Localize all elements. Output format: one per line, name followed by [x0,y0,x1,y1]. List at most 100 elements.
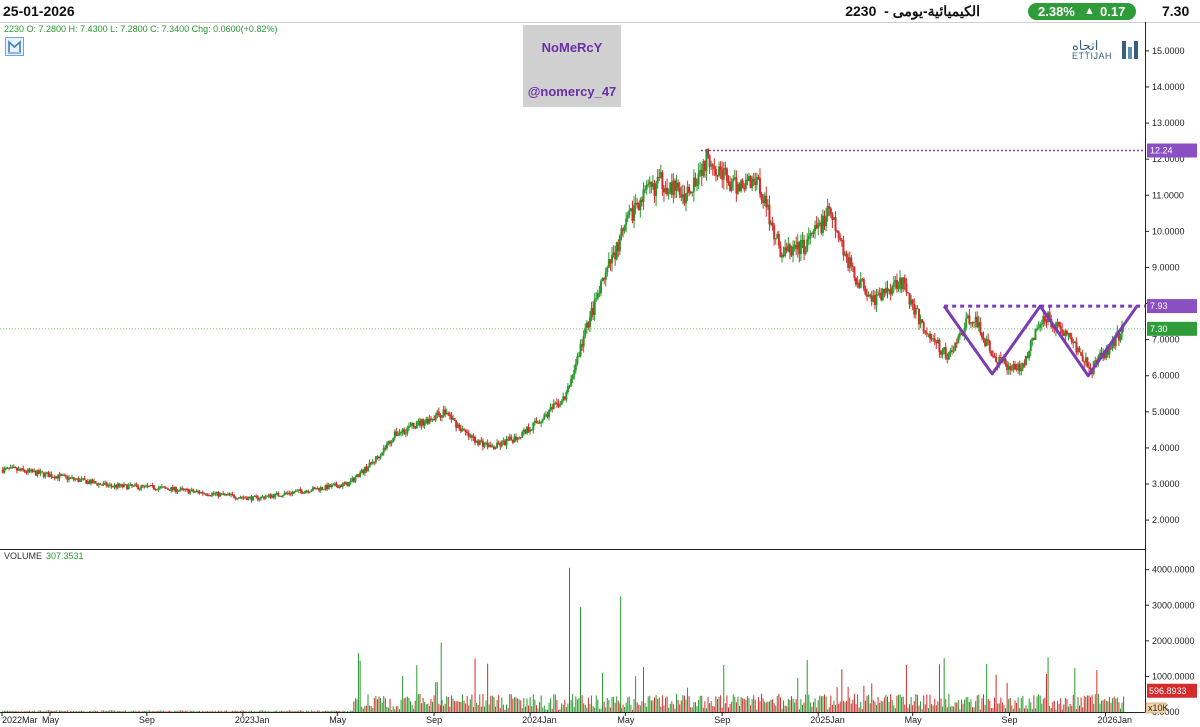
candle-body [585,322,588,328]
candle-body [700,170,703,176]
candle-body [420,419,423,426]
candle-body [140,485,143,489]
candle-body [82,478,85,480]
candle-body [42,472,45,477]
candle-body [429,418,432,421]
candle-body [192,489,195,492]
candle-body [403,429,406,434]
candle-body [1037,327,1040,329]
candle-body [552,403,555,409]
candle-body [601,278,604,282]
candle-body [167,488,170,490]
candle-body [1086,357,1089,367]
candle-body [296,490,299,492]
candle-body [130,484,133,487]
candle-body [803,239,806,254]
last-price-badge [1147,321,1197,336]
candle-body [821,215,824,233]
candle-body [220,493,223,495]
candle-body [900,277,903,290]
candle-body [1040,323,1043,325]
candle-body [233,494,236,498]
candle-body [1083,361,1086,363]
candle-body [867,294,870,297]
candle-body [1076,347,1079,353]
candle-body [1045,321,1048,323]
candle-body [494,447,497,450]
candle-body [354,477,357,482]
candle-body [461,429,464,432]
candle-body [118,483,121,487]
candle-body [4,468,7,470]
candle-body [329,484,332,488]
candle-body [496,442,499,448]
candle-body [799,239,802,255]
candle-body [1032,337,1035,340]
candle-body [28,469,31,472]
candle-body [861,279,864,281]
chart-settings-icon[interactable] [5,37,24,56]
candle-body [1072,341,1075,344]
candle-body [22,468,25,471]
candle-body [108,484,111,486]
candle-body [747,176,750,181]
candle-body [215,492,218,494]
candle-body [842,240,845,256]
candle-body [692,177,695,192]
candle-body [1070,337,1073,342]
candle-body [957,336,960,344]
candle-body [866,294,869,297]
candle-body [899,277,902,286]
candle-body [160,486,163,488]
candle-body [31,469,34,473]
candle-body [766,204,769,208]
candle-body [913,303,916,315]
candle-body [514,436,517,440]
candle-body [346,482,349,487]
candle-body [135,484,138,486]
candle-body [439,415,442,418]
candle-body [555,402,558,404]
candle-body [540,421,543,423]
candle-body [318,488,321,491]
candle-body [1026,355,1029,359]
candle-body [622,228,625,231]
candle-body [760,193,763,200]
candle-body [206,494,209,496]
candle-body [488,444,491,448]
candle-body [1106,349,1109,355]
candle-body [97,483,100,486]
volume-title: VOLUME 307.3531 [4,551,84,561]
candle-body [89,479,92,484]
candle-body [993,356,996,358]
candle-body [587,322,590,328]
candle-body [810,233,813,235]
candle-body [631,208,634,221]
candle-body [548,410,551,418]
last-price-badge-label: 7.30 [1150,324,1168,334]
candle-body [489,444,492,447]
candle-body [855,277,858,285]
candle-body [774,238,777,240]
candle-body [189,490,192,494]
resistance-badge [1147,143,1197,158]
candle-body [63,474,66,476]
candle-body [256,496,259,500]
candle-body [620,228,623,236]
candle-body [333,483,336,485]
candle-body [984,339,987,347]
candle-body [88,481,91,484]
candle-body [115,484,118,488]
candle-body [557,403,560,407]
candle-body [617,242,620,252]
volume-value: 307.3531 [46,551,84,561]
candle-body [138,488,141,490]
candle-body [113,484,116,487]
candle-body [851,266,854,268]
candle-body [571,375,574,380]
candle-body [982,337,985,340]
candle-body [790,252,793,256]
top-bar: 25-01-2026 الكيميائية-يومى - 2230 2.38% … [0,0,1200,23]
candle-body [36,470,39,476]
